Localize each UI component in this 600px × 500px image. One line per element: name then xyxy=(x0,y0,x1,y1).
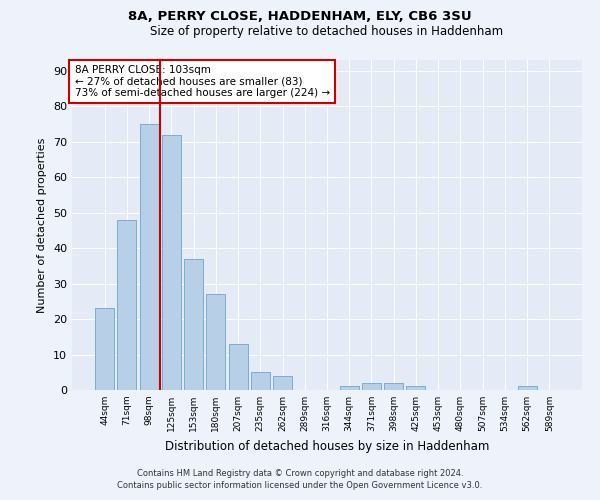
Bar xyxy=(384,383,403,390)
Bar xyxy=(340,386,359,390)
Bar xyxy=(251,372,270,390)
Bar xyxy=(229,344,248,390)
Bar xyxy=(184,258,203,390)
Bar xyxy=(206,294,225,390)
Y-axis label: Number of detached properties: Number of detached properties xyxy=(37,138,47,312)
Bar xyxy=(162,134,181,390)
Text: 8A PERRY CLOSE: 103sqm
← 27% of detached houses are smaller (83)
73% of semi-det: 8A PERRY CLOSE: 103sqm ← 27% of detached… xyxy=(74,65,329,98)
Bar xyxy=(518,386,536,390)
Bar xyxy=(273,376,292,390)
Bar xyxy=(406,386,425,390)
Bar xyxy=(140,124,158,390)
Text: 8A, PERRY CLOSE, HADDENHAM, ELY, CB6 3SU: 8A, PERRY CLOSE, HADDENHAM, ELY, CB6 3SU xyxy=(128,10,472,23)
Bar xyxy=(362,383,381,390)
Bar xyxy=(118,220,136,390)
X-axis label: Distribution of detached houses by size in Haddenham: Distribution of detached houses by size … xyxy=(165,440,489,452)
Text: Contains HM Land Registry data © Crown copyright and database right 2024.
Contai: Contains HM Land Registry data © Crown c… xyxy=(118,468,482,490)
Title: Size of property relative to detached houses in Haddenham: Size of property relative to detached ho… xyxy=(151,25,503,38)
Bar xyxy=(95,308,114,390)
